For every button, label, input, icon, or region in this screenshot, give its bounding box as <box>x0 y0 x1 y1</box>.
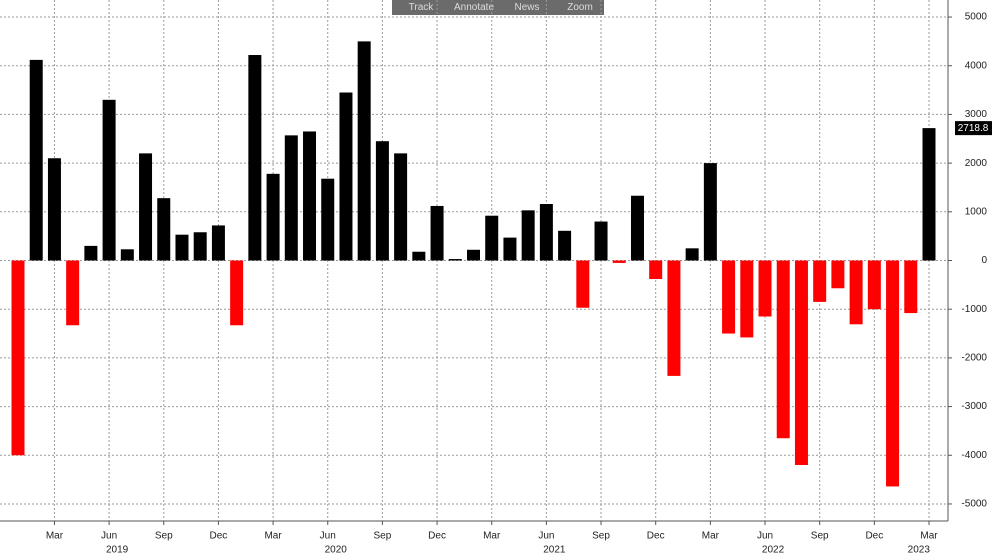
x-tick-label: Sep <box>374 531 392 542</box>
y-tick-label: 0 <box>981 255 987 266</box>
year-label: 2022 <box>762 545 785 556</box>
y-tick-label: 4000 <box>965 60 988 71</box>
bar <box>102 99 116 261</box>
bar <box>284 135 298 261</box>
bar <box>521 210 535 261</box>
bar <box>211 225 225 261</box>
toolbar-bg <box>392 0 604 15</box>
bar <box>649 260 663 280</box>
y-tick-label: -2000 <box>961 353 987 364</box>
x-tick-label: Jun <box>320 531 336 542</box>
bar <box>157 198 171 261</box>
bar <box>758 260 772 317</box>
y-tick-label: 2000 <box>965 158 988 169</box>
bar <box>430 205 444 261</box>
x-tick-label: Jun <box>101 531 117 542</box>
bar <box>576 260 590 308</box>
x-tick-label: Dec <box>210 531 228 542</box>
x-tick-label: Mar <box>702 531 720 542</box>
bar <box>558 230 572 261</box>
toolbar-button-label[interactable]: Zoom <box>567 2 593 13</box>
bar <box>813 260 827 302</box>
bar <box>266 173 280 261</box>
y-tick-label: -5000 <box>961 499 987 510</box>
toolbar-button[interactable]: Track <box>409 2 435 13</box>
bar <box>448 259 462 261</box>
x-tick-label: Dec <box>865 531 883 542</box>
bar <box>193 232 207 261</box>
bar <box>703 163 717 261</box>
bar <box>357 41 371 261</box>
y-tick-label: 1000 <box>965 206 988 217</box>
bar <box>630 195 644 261</box>
bar <box>47 158 61 261</box>
bar <box>667 260 681 376</box>
y-tick-label: 3000 <box>965 109 988 120</box>
bar <box>594 221 608 261</box>
bar <box>139 153 153 261</box>
x-tick-label: Sep <box>811 531 829 542</box>
y-tick-label: -4000 <box>961 450 987 461</box>
x-tick-label: Dec <box>428 531 446 542</box>
toolbar-button[interactable]: Zoom <box>567 2 593 13</box>
toolbar-button[interactable]: News <box>514 2 539 13</box>
bar <box>29 59 43 261</box>
x-tick-label: Mar <box>264 531 282 542</box>
y-tick-label: 5000 <box>965 12 988 23</box>
bar <box>339 92 353 261</box>
bar <box>467 249 480 261</box>
bar <box>776 260 790 439</box>
toolbar-button[interactable]: Annotate <box>454 2 494 13</box>
bar <box>539 204 553 261</box>
y-tick-label: -3000 <box>961 401 987 412</box>
bar <box>849 260 863 325</box>
bar <box>66 260 80 326</box>
year-label: 2021 <box>543 545 566 556</box>
bar <box>831 260 845 289</box>
bar <box>11 260 25 456</box>
bar <box>321 178 335 261</box>
x-tick-label: Dec <box>647 531 665 542</box>
toolbar-button-label[interactable]: News <box>514 2 539 13</box>
bar <box>84 245 98 261</box>
x-tick-label: Mar <box>483 531 501 542</box>
x-tick-label: Jun <box>757 531 773 542</box>
year-label: 2020 <box>325 545 348 556</box>
bar <box>722 260 736 334</box>
x-tick-label: Sep <box>592 531 610 542</box>
last-value-label: 2718.8 <box>958 123 989 134</box>
bar <box>612 260 626 263</box>
bar <box>394 153 408 261</box>
bar <box>303 131 317 261</box>
bar <box>248 55 262 261</box>
bar <box>412 251 426 261</box>
bar <box>922 128 936 261</box>
toolbar-button-label[interactable]: Annotate <box>454 2 494 13</box>
bar <box>485 215 499 261</box>
bar <box>120 249 134 261</box>
year-label: 2019 <box>106 545 129 556</box>
year-label: 2023 <box>908 545 931 556</box>
bar <box>685 248 699 261</box>
bar <box>867 260 881 310</box>
bar <box>886 260 900 487</box>
bar <box>375 141 389 261</box>
x-tick-label: Mar <box>46 531 64 542</box>
last-value-box <box>955 121 992 136</box>
bar <box>794 260 808 466</box>
bar <box>175 234 189 261</box>
bar <box>503 237 517 261</box>
bar <box>740 260 754 338</box>
toolbar-button-label[interactable]: Track <box>409 2 435 13</box>
x-tick-label: Sep <box>155 531 173 542</box>
bar <box>904 260 918 314</box>
x-tick-label: Mar <box>920 531 938 542</box>
y-tick-label: -1000 <box>961 304 987 315</box>
x-tick-label: Jun <box>538 531 554 542</box>
toolbar: Track Annotate News Zoom <box>392 0 604 15</box>
bar <box>230 260 244 326</box>
